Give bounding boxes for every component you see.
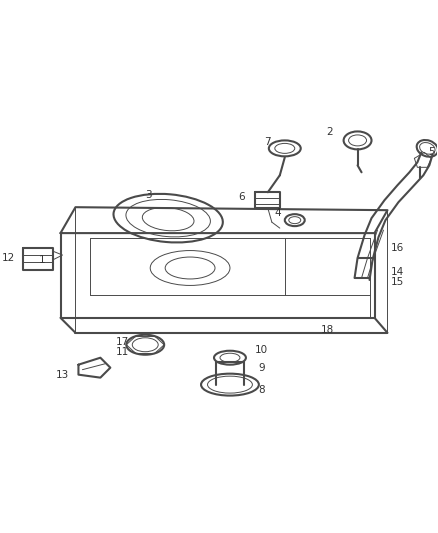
Text: 4: 4 xyxy=(275,208,281,218)
Text: 9: 9 xyxy=(258,362,265,373)
Text: 12: 12 xyxy=(2,253,15,263)
Text: 1: 1 xyxy=(39,255,46,265)
Text: 15: 15 xyxy=(391,277,404,287)
Text: 18: 18 xyxy=(321,325,334,335)
Text: 2: 2 xyxy=(326,127,333,138)
Text: 14: 14 xyxy=(391,267,404,277)
Text: 11: 11 xyxy=(116,347,129,357)
Text: 10: 10 xyxy=(255,345,268,355)
Text: 17: 17 xyxy=(116,337,129,347)
Text: 5: 5 xyxy=(428,147,434,157)
Text: 16: 16 xyxy=(391,243,404,253)
Text: 13: 13 xyxy=(56,370,69,379)
Text: 8: 8 xyxy=(258,385,265,394)
Text: 3: 3 xyxy=(145,190,152,200)
Text: 6: 6 xyxy=(239,192,245,202)
Text: 7: 7 xyxy=(265,138,271,148)
